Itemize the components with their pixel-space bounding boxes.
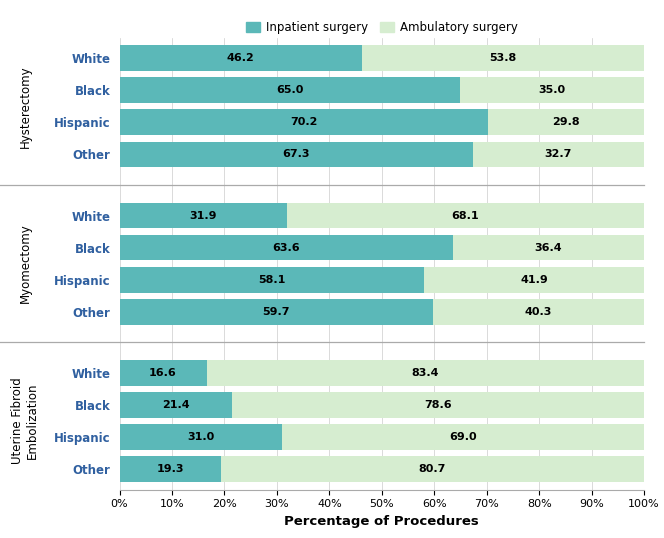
- Bar: [120, 45, 362, 71]
- Text: 67.3: 67.3: [282, 150, 310, 159]
- Bar: [120, 141, 473, 167]
- X-axis label: Percentage of Procedures: Percentage of Procedures: [284, 515, 479, 528]
- Text: 65.0: 65.0: [276, 86, 303, 95]
- Bar: [433, 299, 644, 324]
- Text: 19.3: 19.3: [157, 464, 184, 474]
- Text: 21.4: 21.4: [162, 400, 189, 410]
- Text: Hysterectomy: Hysterectomy: [19, 65, 32, 147]
- Bar: [287, 203, 644, 229]
- Text: 68.1: 68.1: [452, 210, 479, 221]
- Bar: [120, 299, 433, 324]
- Bar: [120, 235, 453, 260]
- Bar: [232, 392, 644, 418]
- Bar: [488, 109, 644, 135]
- Bar: [120, 109, 488, 135]
- Text: 36.4: 36.4: [535, 243, 562, 253]
- Bar: [473, 141, 644, 167]
- Text: 63.6: 63.6: [272, 243, 300, 253]
- Legend: Inpatient surgery, Ambulatory surgery: Inpatient surgery, Ambulatory surgery: [241, 17, 523, 39]
- Text: 69.0: 69.0: [450, 432, 477, 442]
- Bar: [120, 267, 424, 293]
- Text: Uterine Fibroid
Embolization: Uterine Fibroid Embolization: [11, 378, 39, 464]
- Text: 29.8: 29.8: [552, 117, 580, 128]
- Text: 80.7: 80.7: [419, 464, 446, 474]
- Bar: [362, 45, 644, 71]
- Text: 70.2: 70.2: [290, 117, 317, 128]
- Bar: [207, 360, 644, 386]
- Text: 31.0: 31.0: [187, 432, 214, 442]
- Text: 40.3: 40.3: [525, 307, 552, 317]
- Text: 31.9: 31.9: [189, 210, 217, 221]
- Bar: [461, 77, 644, 103]
- Text: 16.6: 16.6: [149, 368, 177, 378]
- Bar: [220, 456, 644, 482]
- Text: 59.7: 59.7: [262, 307, 290, 317]
- Bar: [120, 392, 232, 418]
- Text: 35.0: 35.0: [539, 86, 566, 95]
- Text: 32.7: 32.7: [544, 150, 572, 159]
- Bar: [120, 77, 461, 103]
- Text: 83.4: 83.4: [412, 368, 439, 378]
- Bar: [424, 267, 644, 293]
- Text: 41.9: 41.9: [521, 274, 548, 285]
- Text: 46.2: 46.2: [227, 53, 254, 63]
- Bar: [120, 203, 287, 229]
- Text: 78.6: 78.6: [424, 400, 452, 410]
- Bar: [120, 424, 282, 450]
- Bar: [453, 235, 644, 260]
- Text: 58.1: 58.1: [258, 274, 286, 285]
- Bar: [282, 424, 644, 450]
- Text: Myomectomy: Myomectomy: [19, 224, 32, 303]
- Bar: [120, 360, 207, 386]
- Bar: [120, 456, 220, 482]
- Text: 53.8: 53.8: [489, 53, 517, 63]
